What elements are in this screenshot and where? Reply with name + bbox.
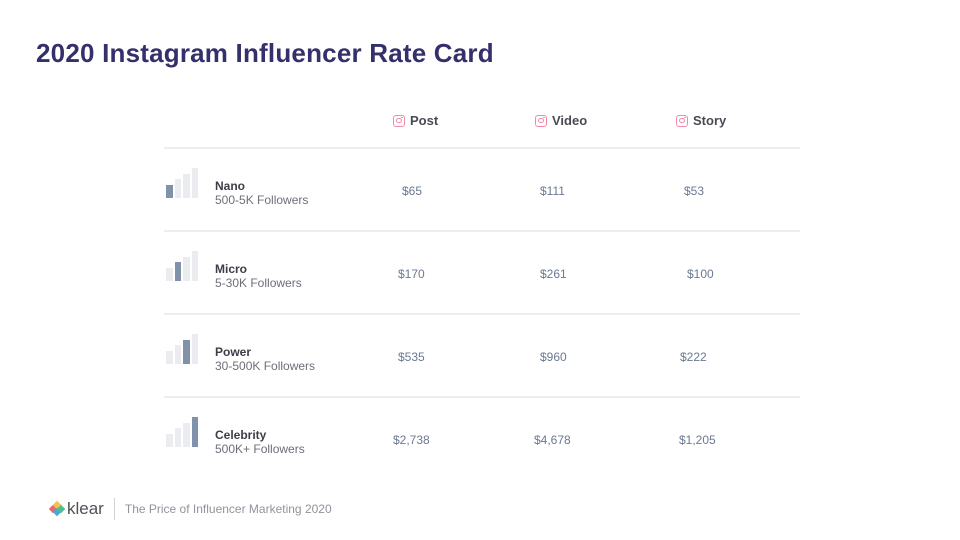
video-price: $111 [540,184,565,198]
story-price: $1,205 [679,433,716,447]
table-row: Celebrity 500K+ Followers $2,738 $4,678 $1,2… [164,398,800,479]
tier-followers: 500-5K Followers [215,193,309,207]
brand-name: klear [67,499,104,518]
post-price: $65 [402,184,423,198]
tier-followers: 30-500K Followers [215,359,316,373]
tier-name: Nano [215,179,245,193]
story-price: $100 [687,267,714,281]
tier-level-bar [174,428,181,447]
story-price: $53 [684,184,705,198]
signal-bars-icon [166,334,200,364]
signal-bars-icon [166,168,200,198]
tier-level-bar [191,168,198,198]
rate-card-table: Post Video Story Nano 500-5K Followers $65… [164,100,800,479]
post-price: $170 [398,267,425,281]
video-price: $960 [540,350,567,364]
signal-bars-icon [166,251,200,281]
tier-level-bar [183,174,190,198]
footer-divider [113,498,115,520]
klear-logo-icon [48,500,66,517]
tier-name: Celebrity [215,428,267,442]
tier-level-bar [166,268,173,281]
signal-bars-icon [166,417,200,447]
tier-level-bar [191,334,198,364]
instagram-icon [676,114,688,127]
tier-level-bar [174,262,181,281]
column-header-post: Post [393,113,438,128]
tier-level-bar [166,185,173,198]
video-price: $261 [540,267,567,281]
column-label: Post [410,113,439,128]
table-row: Nano 500-5K Followers $65 $111 $53 [164,149,800,232]
video-price: $4,678 [534,433,571,447]
instagram-icon [535,114,547,127]
tier-level-bar [191,417,198,447]
tier-level-bar [166,351,173,364]
post-price: $2,738 [393,433,430,447]
tier-level-bar [166,434,173,447]
tier-name: Power [215,345,252,359]
table-row: Power 30-500K Followers $535 $960 $222 [164,315,800,398]
tier-level-bar [183,340,190,364]
column-header-video: Video [535,113,587,128]
tier-name: Micro [215,262,248,276]
footer-tagline: The Price of Influencer Marketing 2020 [124,502,332,516]
table-header: Post Video Story [164,100,800,149]
instagram-icon [393,114,405,127]
page-title: 2020 Instagram Influencer Rate Card [36,38,494,68]
table-row: Micro 5-30K Followers $170 $261 $100 [164,232,800,315]
tier-followers: 500K+ Followers [215,442,305,456]
tier-level-bar [174,179,181,198]
footer: klear The Price of Influencer Marketing … [48,498,332,520]
tier-level-bar [183,423,190,447]
tier-level-bar [191,251,198,281]
column-label: Story [693,113,727,128]
tier-level-bar [183,257,190,281]
tier-followers: 5-30K Followers [215,276,302,290]
story-price: $222 [680,350,707,364]
tier-level-bar [174,345,181,364]
post-price: $535 [398,350,425,364]
column-header-story: Story [676,113,726,128]
column-label: Video [552,113,588,128]
